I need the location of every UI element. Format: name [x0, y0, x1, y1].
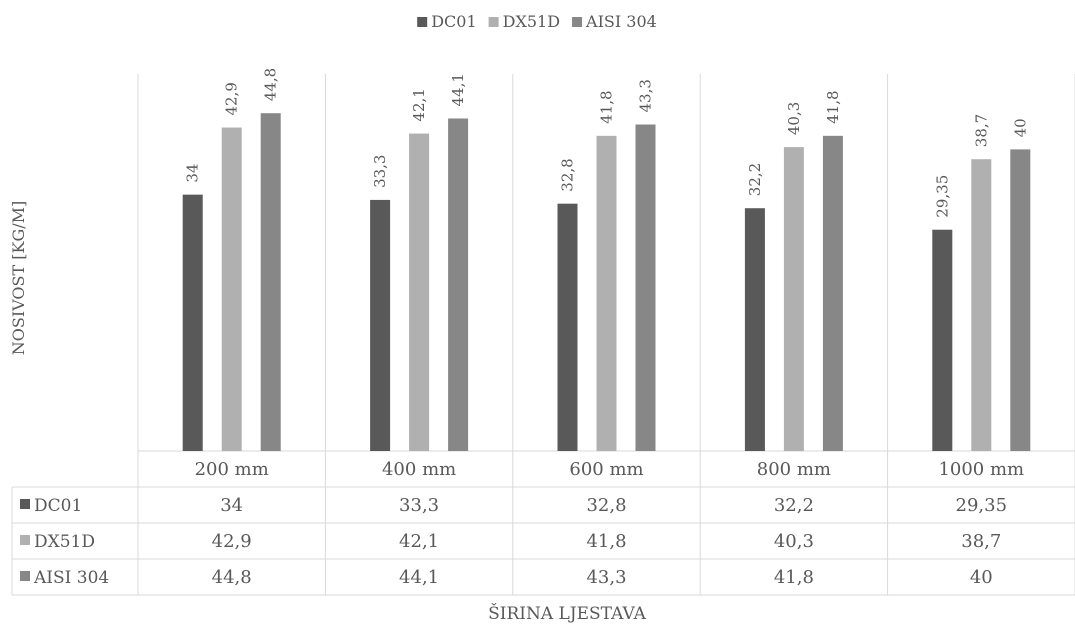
data-label: 32,8: [559, 158, 577, 191]
table-cell-value: 33,3: [399, 495, 439, 516]
bar-dx51d: [596, 135, 617, 451]
table-legend-swatch: [20, 499, 30, 509]
table-cell-value: 44,1: [399, 567, 439, 588]
plot-area: 34 33,3 32,8 32,2 29,35 42,9 42,1 41,8 40,3 38,7 4…: [137, 68, 1075, 452]
x-axis-label: ŠIRINA LJESTAVA: [488, 603, 647, 624]
data-label: 38,7: [972, 114, 990, 147]
x-tick-label: 600 mm: [569, 459, 643, 480]
data-label: 40: [1011, 118, 1029, 137]
table-cell-value: 38,7: [961, 531, 1001, 552]
data-label: 33,3: [371, 155, 389, 188]
bar-aisi-304: [448, 118, 469, 452]
table-cell-value: 44,8: [212, 567, 252, 588]
x-tick-label: 800 mm: [757, 459, 831, 480]
table-series-label: DC01: [34, 496, 82, 516]
data-table: 200 mm 400 mm 600 mm 800 mm 1000 mm DC01 34 33,…: [11, 451, 1075, 596]
bar-dc01: [932, 229, 953, 451]
table-legend-swatch: [20, 571, 30, 581]
table-cell-value: 42,9: [212, 531, 252, 552]
data-label: 32,2: [746, 163, 764, 196]
legend-label-aisi-304: AISI 304: [585, 12, 657, 31]
bar-dc01: [370, 199, 391, 451]
data-label: 43,3: [637, 79, 655, 112]
data-label: 34: [184, 164, 202, 183]
legend-swatch-aisi-304: [572, 17, 583, 27]
bar-dx51d: [409, 133, 430, 452]
data-label: 42,1: [410, 88, 428, 121]
table-cell-value: 40: [970, 567, 993, 588]
legend-swatch-dx51d: [488, 17, 499, 27]
x-tick-label: 200 mm: [195, 459, 269, 480]
bar-dc01: [557, 203, 578, 451]
bar-dc01: [182, 194, 203, 451]
table-cell-value: 41,8: [774, 567, 814, 588]
bar-dx51d: [783, 147, 804, 451]
bar-aisi-304: [822, 135, 843, 451]
table-cell-value: 34: [220, 495, 243, 516]
bar-aisi-304: [1010, 149, 1031, 451]
table-cell-value: 40,3: [774, 531, 814, 552]
legend: DC01 DX51D AISI 304: [417, 12, 657, 31]
data-label: 44,1: [449, 73, 467, 106]
table-series-label: DX51D: [34, 532, 95, 552]
table-legend-swatch: [20, 535, 30, 545]
data-label: 40,3: [785, 102, 803, 135]
table-cell-value: 32,2: [774, 495, 814, 516]
x-tick-label: 1000 mm: [938, 459, 1024, 480]
table-cell-value: 41,8: [586, 531, 626, 552]
table-cell-value: 43,3: [586, 567, 626, 588]
table-series-label: AISI 304: [33, 568, 109, 588]
bar-aisi-304: [635, 124, 656, 451]
data-label: 41,8: [824, 90, 842, 123]
table-cell-value: 29,35: [956, 495, 1008, 516]
data-label: 29,35: [933, 175, 951, 218]
data-label: 42,9: [223, 82, 241, 115]
bar-dc01: [744, 208, 765, 451]
x-tick-label: 400 mm: [382, 459, 456, 480]
data-label: 44,8: [262, 68, 280, 101]
legend-label-dc01: DC01: [431, 12, 476, 31]
legend-label-dx51d: DX51D: [503, 12, 560, 31]
bar-dx51d: [221, 127, 242, 451]
bar-aisi-304: [260, 113, 281, 451]
table-cell-value: 32,8: [586, 495, 626, 516]
table-cell-value: 42,1: [399, 531, 439, 552]
bar-dx51d: [971, 159, 992, 451]
legend-swatch-dc01: [417, 17, 428, 27]
data-label: 41,8: [598, 90, 616, 123]
y-axis-label: NOSIVOST [KG/M]: [9, 201, 28, 356]
